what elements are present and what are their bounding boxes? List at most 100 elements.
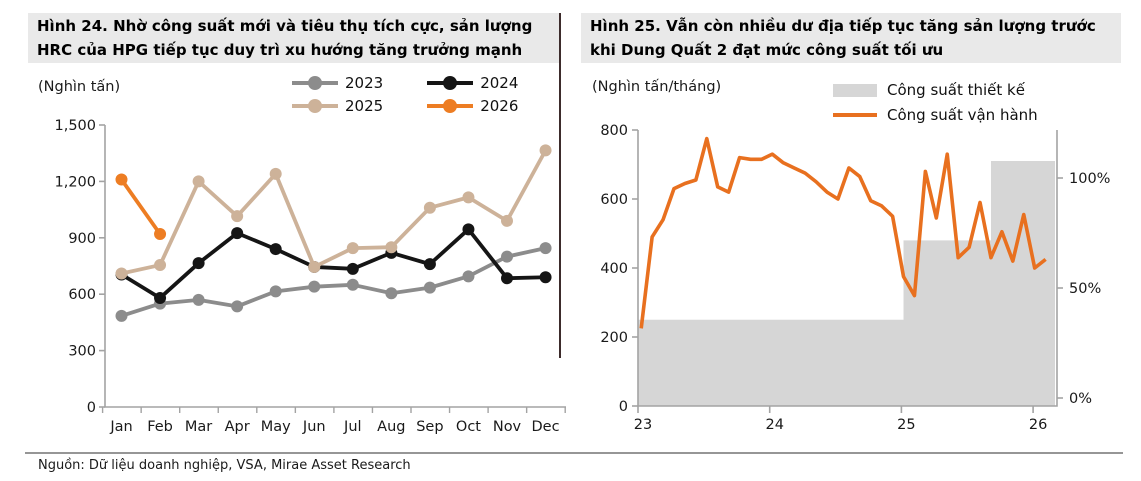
fig25-y-tick-label-right: 0% bbox=[1069, 391, 1092, 407]
fig25-y-tick-label-left: 800 bbox=[600, 123, 628, 139]
legend-marker-2026 bbox=[427, 99, 474, 113]
fig24-data-point-2024 bbox=[346, 262, 359, 275]
fig24-y-tick-label: 1,500 bbox=[54, 118, 96, 134]
fig24-data-point-2023 bbox=[385, 287, 398, 300]
fig24-x-tick-label: Aug bbox=[377, 419, 405, 435]
fig24-data-point-2026 bbox=[115, 173, 128, 186]
fig25-y-tick-label-left: 600 bbox=[600, 192, 628, 208]
legend-label-2025: 2025 bbox=[345, 97, 384, 115]
fig24-data-point-2023 bbox=[501, 250, 513, 263]
fig24-data-point-2026 bbox=[154, 228, 167, 241]
fig24-data-point-2024 bbox=[231, 227, 244, 240]
fig24-y-tick-label: 1,200 bbox=[54, 174, 96, 190]
fig24-data-point-2025 bbox=[423, 201, 436, 214]
fig24-data-point-2025 bbox=[115, 267, 128, 280]
fig24-data-point-2025 bbox=[231, 210, 244, 223]
fig24-data-point-2024 bbox=[539, 271, 552, 284]
source-note: Nguồn: Dữ liệu doanh nghiệp, VSA, Mirae … bbox=[38, 458, 411, 473]
fig24-data-point-2025 bbox=[154, 259, 167, 272]
fig25-x-tick-label: 26 bbox=[1029, 417, 1047, 433]
legend-label-2024: 2024 bbox=[480, 74, 519, 92]
legend-item-2026: 2026 bbox=[427, 97, 518, 115]
fig24-x-tick-label: Dec bbox=[532, 419, 560, 435]
legend-item-operating-capacity: Công suất vận hành bbox=[833, 106, 1038, 124]
legend-item-2025: 2025 bbox=[292, 97, 383, 115]
fig24-data-point-2023 bbox=[539, 242, 552, 255]
figure24-title-line1: Hình 24. Nhờ công suất mới và tiêu thụ t… bbox=[37, 17, 533, 35]
fig25-y-tick-label-right: 100% bbox=[1069, 171, 1110, 187]
legend-swatch-design-capacity bbox=[833, 83, 877, 97]
fig24-data-point-2023 bbox=[192, 293, 205, 306]
fig24-data-point-2025 bbox=[539, 144, 552, 157]
fig25-x-tick-label: 23 bbox=[634, 417, 652, 433]
fig24-data-point-2024 bbox=[192, 257, 205, 270]
figure25-title-line1: Hình 25. Vẫn còn nhiều dư địa tiếp tục t… bbox=[590, 17, 1096, 35]
fig24-x-tick-label: Feb bbox=[147, 419, 173, 435]
fig24-data-point-2025 bbox=[192, 175, 205, 188]
figure25-legend: Công suất thiết kế Công suất vận hành bbox=[833, 81, 1038, 124]
fig24-data-point-2023 bbox=[115, 309, 128, 322]
legend-label-operating-capacity: Công suất vận hành bbox=[887, 106, 1038, 124]
panel-divider bbox=[559, 13, 561, 358]
fig24-data-point-2025 bbox=[269, 167, 282, 180]
figure24-title: Hình 24. Nhờ công suất mới và tiêu thụ t… bbox=[28, 13, 560, 63]
legend-label-design-capacity: Công suất thiết kế bbox=[887, 81, 1025, 99]
figure24-title-line2: HRC của HPG tiếp tục duy trì xu hướng tă… bbox=[37, 41, 523, 59]
fig24-y-tick-label: 300 bbox=[68, 344, 96, 360]
fig25-y-tick-label-left: 200 bbox=[600, 330, 628, 346]
fig24-y-tick-label: 900 bbox=[68, 231, 96, 247]
fig24-data-point-2025 bbox=[462, 191, 475, 204]
fig25-x-tick-label: 24 bbox=[765, 417, 783, 433]
fig25-y-tick-label-right: 50% bbox=[1069, 281, 1101, 297]
fig24-series-line-2025 bbox=[121, 149, 548, 276]
fig24-data-point-2024 bbox=[501, 272, 513, 285]
figure25-title: Hình 25. Vẫn còn nhiều dư địa tiếp tục t… bbox=[581, 13, 1121, 63]
legend-item-2023: 2023 bbox=[292, 74, 383, 92]
legend-marker-2024 bbox=[427, 76, 474, 90]
fig24-x-tick-label: Jun bbox=[302, 419, 326, 435]
fig25-operating-capacity-line bbox=[639, 136, 1047, 329]
fig24-data-point-2023 bbox=[231, 300, 244, 313]
fig24-data-point-2024 bbox=[269, 243, 282, 256]
fig24-data-point-2023 bbox=[462, 270, 475, 283]
figure25-unit-label: (Nghìn tấn/tháng) bbox=[592, 79, 722, 95]
fig24-data-point-2024 bbox=[423, 258, 436, 271]
fig24-x-tick-label: Jan bbox=[109, 419, 132, 435]
legend-label-2023: 2023 bbox=[345, 74, 384, 92]
fig24-data-point-2025 bbox=[308, 260, 321, 273]
fig24-series-line-2026 bbox=[119, 178, 162, 236]
fig24-y-tick-label: 0 bbox=[87, 400, 96, 416]
fig25-x-tick-label: 25 bbox=[897, 417, 915, 433]
fig24-data-point-2023 bbox=[308, 280, 321, 293]
legend-marker-2023 bbox=[292, 76, 338, 90]
fig24-data-point-2024 bbox=[154, 291, 167, 304]
fig25-y-tick-label-left: 0 bbox=[619, 399, 628, 415]
fig24-data-point-2025 bbox=[346, 242, 359, 255]
fig24-x-tick-label: May bbox=[261, 419, 291, 435]
legend-swatch-operating-capacity bbox=[833, 113, 877, 117]
legend-label-2026: 2026 bbox=[480, 97, 519, 115]
fig24-x-tick-label: Nov bbox=[493, 419, 522, 435]
footer-separator bbox=[25, 452, 1123, 454]
figure25-title-line2: khi Dung Quất 2 đạt mức công suất tối ưu bbox=[590, 41, 944, 59]
fig24-x-tick-label: Apr bbox=[225, 419, 250, 435]
fig24-x-tick-label: Jul bbox=[343, 419, 362, 435]
fig24-x-tick-label: Mar bbox=[185, 419, 212, 435]
fig24-x-tick-label: Sep bbox=[416, 419, 443, 435]
legend-marker-2025 bbox=[292, 99, 338, 113]
fig24-data-point-2025 bbox=[501, 214, 513, 227]
legend-item-2024: 2024 bbox=[427, 74, 518, 92]
fig24-data-point-2024 bbox=[462, 223, 475, 236]
fig24-x-tick-label: Oct bbox=[456, 419, 481, 435]
fig25-design-capacity-area bbox=[638, 161, 1055, 406]
fig25-y-tick-label-left: 400 bbox=[600, 261, 628, 277]
fig24-data-point-2023 bbox=[269, 285, 282, 298]
figure24-legend: 2023 2024 2025 2026 bbox=[292, 74, 518, 115]
legend-item-design-capacity: Công suất thiết kế bbox=[833, 81, 1038, 99]
figure24-unit-label: (Nghìn tấn) bbox=[38, 79, 121, 95]
fig24-data-point-2023 bbox=[423, 281, 436, 294]
fig24-y-tick-label: 600 bbox=[68, 287, 96, 303]
fig24-data-point-2025 bbox=[385, 241, 398, 254]
